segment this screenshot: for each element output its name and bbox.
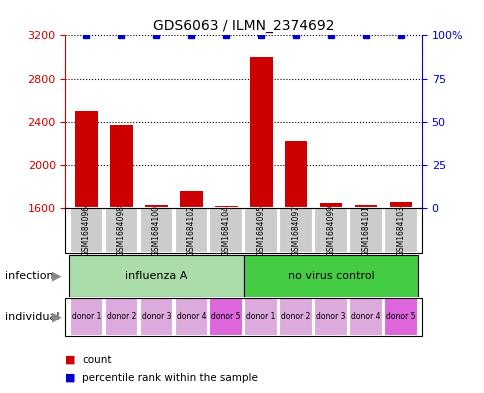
Text: GSM1684102: GSM1684102	[186, 206, 196, 256]
Text: percentile rank within the sample: percentile rank within the sample	[82, 373, 258, 383]
Bar	[70, 298, 103, 336]
Text: donor 3: donor 3	[141, 312, 171, 321]
Text: GSM1684104: GSM1684104	[221, 206, 230, 256]
Bar	[174, 208, 208, 253]
Bar	[139, 298, 173, 336]
Bar	[75, 111, 98, 208]
Bar	[314, 208, 347, 253]
Bar	[383, 208, 417, 253]
Bar	[244, 208, 277, 253]
Bar	[383, 298, 417, 336]
Bar	[389, 202, 411, 208]
Bar	[354, 205, 377, 208]
Bar	[319, 203, 342, 208]
Text: donor 4: donor 4	[350, 312, 380, 321]
Bar	[105, 208, 138, 253]
Text: individual: individual	[5, 312, 59, 322]
Text: donor 1: donor 1	[72, 312, 101, 321]
Bar	[244, 298, 277, 336]
Bar	[105, 298, 138, 336]
Text: donor 2: donor 2	[106, 312, 136, 321]
Text: count: count	[82, 354, 112, 365]
Bar	[348, 298, 382, 336]
Text: no virus control: no virus control	[287, 271, 374, 281]
Bar	[214, 206, 237, 208]
Bar	[70, 208, 103, 253]
Text: donor 5: donor 5	[385, 312, 415, 321]
Text: donor 3: donor 3	[316, 312, 345, 321]
Bar	[69, 255, 243, 297]
Bar	[110, 125, 133, 208]
Text: ■: ■	[65, 354, 76, 365]
Text: GSM1684100: GSM1684100	[151, 206, 161, 256]
Text: ▶: ▶	[52, 310, 62, 323]
Text: ▶: ▶	[52, 270, 62, 283]
Title: GDS6063 / ILMN_2374692: GDS6063 / ILMN_2374692	[152, 19, 334, 33]
Bar	[314, 298, 347, 336]
Bar	[209, 208, 242, 253]
Text: ■: ■	[65, 373, 76, 383]
Bar	[348, 208, 382, 253]
Bar	[279, 208, 312, 253]
Bar	[174, 298, 208, 336]
Text: donor 5: donor 5	[211, 312, 241, 321]
Bar	[145, 205, 167, 208]
Text: donor 1: donor 1	[246, 312, 275, 321]
Bar	[180, 191, 202, 208]
Text: GSM1684099: GSM1684099	[326, 205, 335, 257]
Text: GSM1684103: GSM1684103	[395, 206, 405, 256]
Text: GSM1684095: GSM1684095	[256, 205, 265, 257]
Bar	[249, 57, 272, 208]
Text: donor 2: donor 2	[281, 312, 310, 321]
Text: donor 4: donor 4	[176, 312, 206, 321]
Bar	[139, 208, 173, 253]
Text: infection: infection	[5, 271, 53, 281]
Bar	[243, 255, 418, 297]
Bar	[209, 298, 242, 336]
Bar	[284, 141, 307, 208]
Text: GSM1684097: GSM1684097	[291, 205, 300, 257]
Text: GSM1684101: GSM1684101	[361, 206, 370, 256]
Text: influenza A: influenza A	[125, 271, 187, 281]
Text: GSM1684096: GSM1684096	[82, 205, 91, 257]
Bar	[279, 298, 312, 336]
Text: GSM1684098: GSM1684098	[117, 206, 126, 256]
